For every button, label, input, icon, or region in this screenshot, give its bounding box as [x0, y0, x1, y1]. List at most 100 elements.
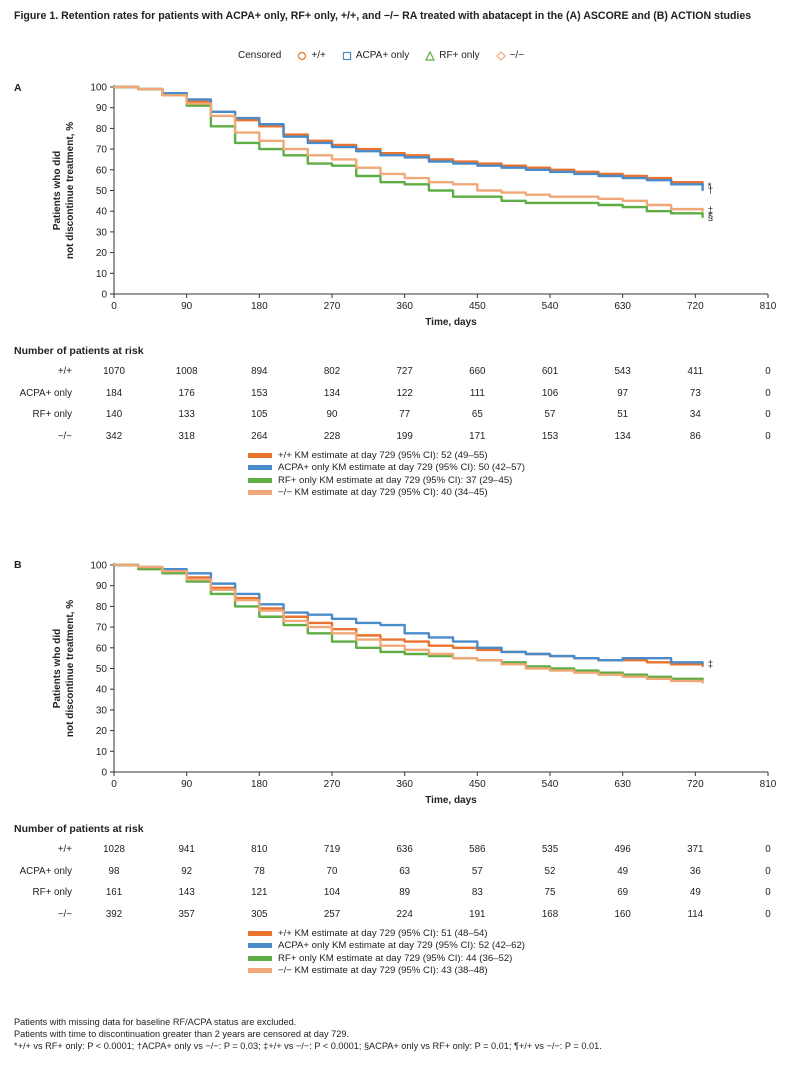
risk-cell: 586 — [469, 844, 486, 855]
risk-row-label: +/+ — [57, 844, 72, 855]
series-acpa-footnote: ‡ — [708, 659, 714, 670]
km-legend-label: ACPA+ only KM estimate at day 729 (95% C… — [278, 462, 525, 474]
series-nn-point — [282, 148, 285, 150]
risk-cell: 134 — [323, 387, 341, 399]
series-rf-point — [355, 175, 358, 177]
risk-row-label: +/+ — [57, 366, 72, 377]
censored-legend-label: Censored — [238, 50, 282, 61]
figure-title: Figure 1. Retention rates for patients w… — [14, 10, 752, 22]
risk-cell: 83 — [471, 887, 483, 898]
risk-row-label: RF+ only — [32, 887, 72, 898]
censored-legend-item-label: +/+ — [311, 50, 326, 61]
censored-legend-item-label: −/− — [509, 50, 525, 61]
series-nn-point — [549, 669, 551, 672]
censored-legend-item-nn: −/− — [495, 50, 525, 61]
y-tick-label: 80 — [96, 124, 108, 135]
series-acpa-point — [403, 156, 406, 159]
series-nn-point — [452, 183, 454, 186]
km-legend-row: −/− KM estimate at day 729 (95% CI): 43 … — [248, 965, 525, 978]
risk-cell: 105 — [251, 409, 268, 420]
risk-row-label: ACPA+ only — [19, 387, 72, 399]
series-rf-point — [161, 572, 164, 575]
series-rf-point — [234, 142, 236, 144]
series-rf-point — [476, 195, 479, 198]
square-marker-icon — [342, 51, 351, 60]
series-nn-point — [646, 678, 648, 680]
series-nn-point — [597, 673, 600, 676]
series-nn-point — [234, 599, 236, 601]
series-pp-point — [701, 665, 704, 668]
y-tick-label: 30 — [96, 705, 108, 716]
x-tick-label: 630 — [614, 301, 631, 312]
x-tick-label: 90 — [181, 779, 193, 790]
series-nn-point — [355, 638, 358, 641]
panel-b-letter: B — [14, 559, 22, 571]
risk-cell: 34 — [689, 409, 701, 420]
series-acpa-point — [701, 663, 704, 666]
series-rf-point — [185, 580, 188, 583]
series-nn-point — [113, 86, 115, 88]
series-pp-point — [476, 649, 479, 651]
series-nn-point — [379, 644, 382, 647]
series-rf-point — [210, 125, 212, 128]
km-legend-label: RF+ only KM estimate at day 729 (95% CI)… — [278, 474, 513, 486]
km-legend-label: +/+ KM estimate at day 729 (95% CI): 52 … — [278, 449, 488, 461]
triangle-marker-icon — [425, 50, 436, 61]
risk-row: −/− 392 357 305 257 224 191 168 160 114 0 — [0, 909, 800, 925]
panel-b-km-legend: +/+ KM estimate at day 729 (95% CI): 51 … — [248, 927, 525, 977]
y-tick-label: 80 — [96, 602, 108, 613]
risk-row: +/+ 1070 1008 894 802 727 660 601 543 411 0 — [0, 366, 800, 382]
x-tick-label: 450 — [469, 301, 486, 312]
risk-row: +/+ 1028 941 810 719 636 586 535 496 371 0 — [0, 844, 800, 860]
x-tick-label: 540 — [542, 301, 559, 312]
series-rf-point — [573, 202, 576, 204]
footnotes: Patients with missing data for baseline … — [14, 1016, 602, 1052]
risk-cell: 160 — [614, 908, 631, 920]
series-nn-point — [670, 680, 672, 682]
risk-row: RF+ only 161 143 121 104 89 83 75 69 49 0 — [0, 887, 800, 903]
risk-cell: 727 — [396, 366, 413, 377]
risk-cell: 191 — [469, 908, 486, 920]
series-nn-point — [524, 667, 527, 670]
risk-cell: 73 — [689, 387, 701, 399]
risk-row-label: −/− — [57, 908, 72, 920]
series-pp-point — [428, 644, 430, 647]
series-rf-point — [452, 195, 454, 198]
y-tick-label: 40 — [96, 207, 108, 218]
risk-cell: 636 — [396, 844, 413, 855]
km-legend-swatch — [248, 943, 272, 949]
risk-row: RF+ only 140 133 105 90 77 65 57 51 34 0 — [0, 409, 800, 425]
risk-cell: 318 — [178, 430, 195, 442]
risk-cell: 357 — [178, 908, 195, 920]
series-nn-point — [355, 166, 358, 169]
km-legend-swatch — [248, 490, 272, 496]
series-acpa-point — [452, 162, 454, 165]
y-axis-title: Patients who did not discontinue treatmen… — [52, 600, 76, 737]
series-acpa-point — [306, 613, 309, 616]
censored-legend-item-label: ACPA+ only — [355, 50, 410, 61]
series-rf-point — [701, 216, 704, 219]
risk-cell: 305 — [251, 908, 268, 920]
km-legend-swatch — [248, 465, 272, 471]
circle-marker-icon — [298, 51, 307, 60]
risk-cell: 70 — [326, 865, 338, 877]
risk-cell: 719 — [323, 844, 341, 855]
risk-cell: 133 — [178, 409, 195, 420]
series-nn-point — [428, 653, 430, 655]
y-tick-label: 90 — [96, 103, 108, 114]
series-rf-point — [210, 593, 212, 595]
series-acpa-point — [524, 653, 527, 655]
y-tick-label: 30 — [96, 227, 108, 238]
y-tick-label: 70 — [96, 623, 108, 634]
series-acpa-point — [306, 142, 309, 144]
risk-cell: 134 — [614, 430, 631, 442]
risk-cell: 0 — [765, 865, 771, 877]
km-legend-swatch — [248, 930, 272, 936]
panel-a-km-legend: +/+ KM estimate at day 729 (95% CI): 52 … — [248, 449, 525, 499]
series-acpa-point — [476, 647, 479, 649]
series-rf-point — [403, 653, 406, 655]
series-nn-point — [113, 564, 115, 566]
risk-cell: 78 — [253, 865, 265, 877]
y-tick-label: 10 — [96, 747, 108, 758]
x-tick-label: 180 — [251, 779, 268, 790]
